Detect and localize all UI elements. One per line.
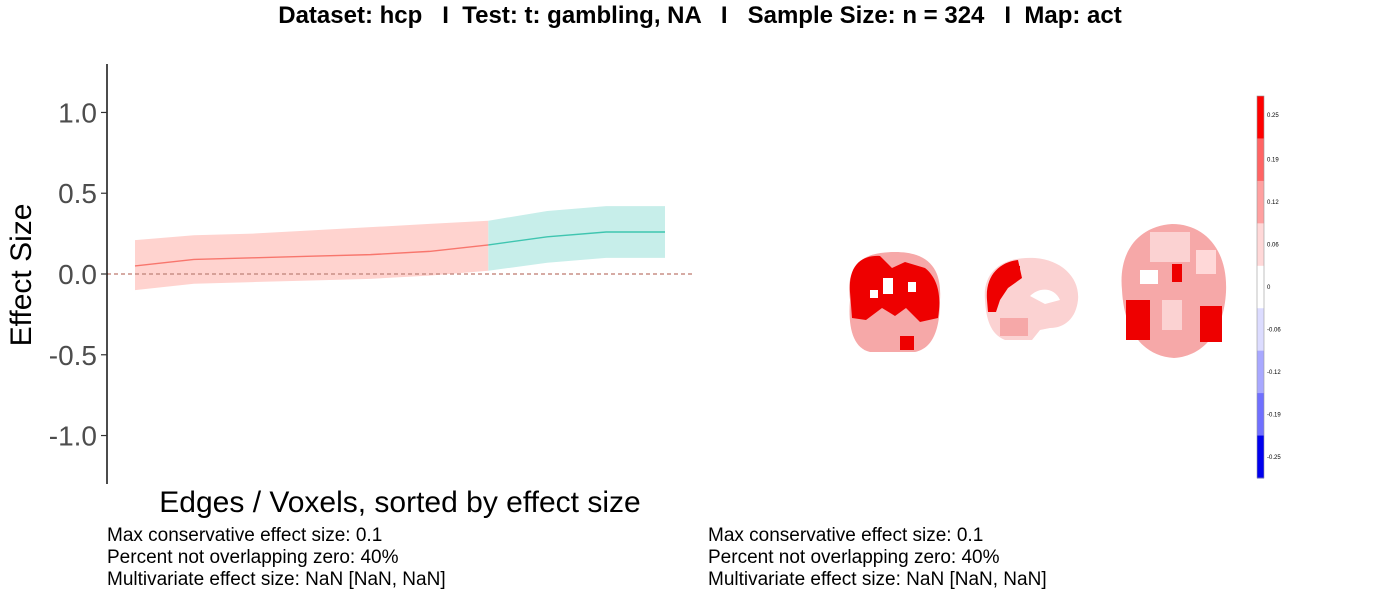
colorbar-label: 0.06 (1267, 243, 1279, 249)
y-tick-label: -0.5 (49, 340, 97, 371)
brain-coronal-slice (849, 252, 941, 352)
multivariate-effect-size: Multivariate effect size: NaN [NaN, NaN] (708, 569, 1047, 590)
effect-size-plot: 1.0 0.5 0.0 -0.5 -1.0 Effect Size Edges / Voxe… (5, 64, 695, 519)
colorbar-label: -0.19 (1267, 412, 1281, 418)
y-axis-label: Effect Size (5, 204, 38, 347)
percent-not-overlapping-zero: Percent not overlapping zero: 40% (107, 547, 399, 568)
colorbar-border (1256, 95, 1265, 479)
max-conservative-effect-size: Max conservative effect size: 0.1 (708, 525, 984, 546)
colorbar-label: -0.25 (1267, 455, 1281, 461)
stats-right: Max conservative effect size: 0.1 Percen… (708, 525, 1047, 591)
colorbar-segment (1257, 96, 1264, 139)
brain-sagittal-slice (984, 257, 1079, 340)
colorbar-segment (1257, 180, 1264, 224)
colorbar-segment (1257, 350, 1264, 394)
colorbar-label: 0.12 (1267, 200, 1279, 206)
colorbar-label: -0.12 (1267, 370, 1281, 376)
brain-axial-slice (1121, 224, 1227, 358)
page-title: Dataset: hcp I Test: t: gambling, NA I S… (278, 2, 1122, 29)
y-tick-label: 0.0 (58, 259, 97, 290)
y-tick-label: 1.0 (58, 97, 97, 128)
ci-ribbon-0 (135, 220, 489, 291)
x-axis-label: Edges / Voxels, sorted by effect size (159, 486, 640, 519)
colorbar-segment (1257, 138, 1264, 182)
max-conservative-effect-size: Max conservative effect size: 0.1 (107, 525, 383, 546)
colorbar-segment (1257, 265, 1264, 309)
y-tick-label: 0.5 (58, 178, 97, 209)
colorbar-segment (1257, 435, 1264, 479)
colorbar-label: -0.06 (1267, 327, 1281, 333)
ci-ribbon-1 (488, 206, 665, 271)
multivariate-effect-size: Multivariate effect size: NaN [NaN, NaN] (107, 569, 446, 590)
colorbar-segment (1257, 308, 1264, 352)
percent-not-overlapping-zero: Percent not overlapping zero: 40% (708, 547, 1000, 568)
estimate-line-1 (488, 231, 665, 246)
colorbar-label: 0 (1267, 285, 1271, 291)
colorbar-label: 0.19 (1267, 158, 1279, 164)
colorbar-label: 0.25 (1267, 113, 1279, 119)
brain-maps (849, 224, 1227, 358)
colorbar: 0.25 0.19 0.12 0.06 0 -0.06 -0.12 -0.19 -0.25 (1256, 95, 1281, 479)
y-tick-label: -1.0 (49, 421, 97, 452)
colorbar-segment (1257, 223, 1264, 267)
colorbar-segment (1257, 393, 1264, 437)
estimate-line-0 (134, 244, 489, 267)
stats-left: Max conservative effect size: 0.1 Percen… (107, 525, 446, 591)
